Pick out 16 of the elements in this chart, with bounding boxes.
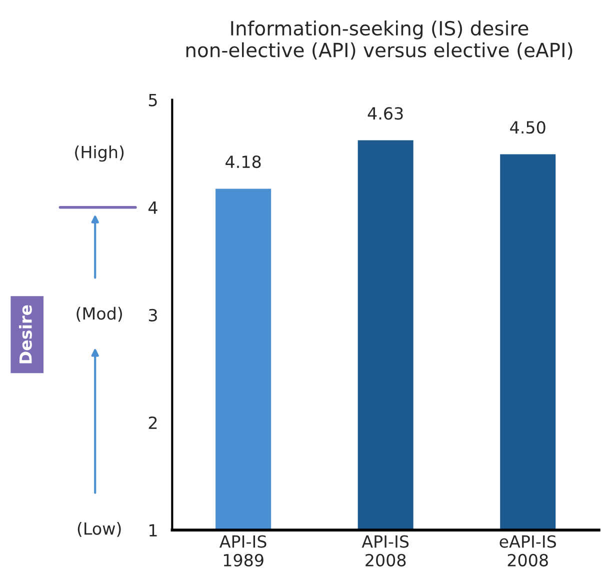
text: (Mod) [76,306,122,322]
data-label: 4.18 [226,155,261,168]
data-label: 4.63 [368,107,403,120]
y-tick-label: 4 [148,202,158,214]
y-tick-label: 5 [148,94,157,106]
y-tick-label: 2 [148,416,157,429]
y-tick-label: 1 [150,524,157,536]
x-tick-label: eAPI-IS 2008 [500,535,556,566]
x-tick-label: API-IS 2008 [362,535,409,566]
data-label: 4.50 [510,121,546,134]
y-tick-label: 3 [148,308,157,322]
text: Desire [19,305,32,364]
text: (High) [75,146,124,162]
x-tick-label: API-IS 1989 [220,535,266,566]
text: (Low) [78,522,121,537]
chart-title: Information-seeking (IS) desire non-elective (API) versus elective (eAPI) [186,20,572,60]
